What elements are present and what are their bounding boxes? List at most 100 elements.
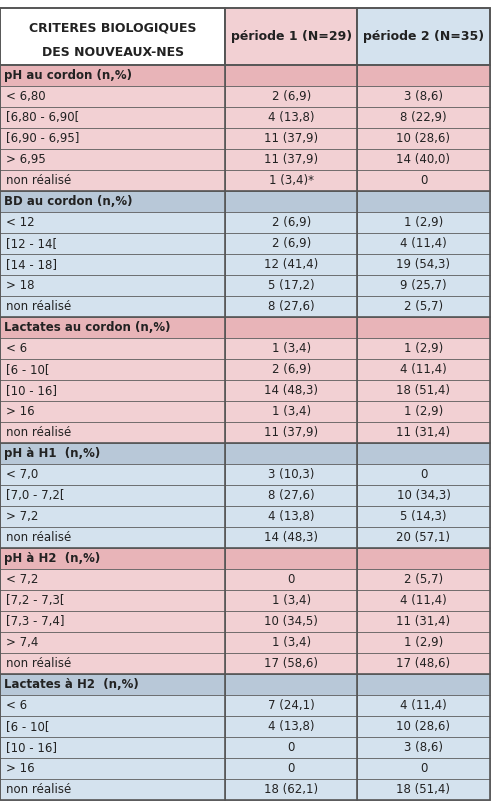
Text: 2 (6,9): 2 (6,9) bbox=[271, 363, 311, 376]
Bar bbox=[0, 653, 225, 674]
Text: pH au cordon (n,%): pH au cordon (n,%) bbox=[4, 69, 132, 82]
Bar bbox=[358, 380, 490, 401]
Bar bbox=[225, 506, 358, 527]
Bar bbox=[358, 548, 490, 569]
Bar bbox=[225, 191, 358, 212]
Bar bbox=[358, 65, 490, 86]
Bar bbox=[225, 107, 358, 128]
Bar bbox=[358, 128, 490, 149]
Bar bbox=[0, 758, 225, 779]
Bar bbox=[225, 317, 358, 338]
Bar bbox=[225, 653, 358, 674]
Text: 4 (11,4): 4 (11,4) bbox=[400, 699, 447, 712]
Text: [6 - 10[: [6 - 10[ bbox=[6, 720, 49, 733]
Text: > 6,95: > 6,95 bbox=[6, 153, 46, 166]
Bar bbox=[0, 401, 225, 422]
Text: 5 (17,2): 5 (17,2) bbox=[268, 279, 315, 292]
Bar bbox=[0, 338, 225, 359]
Text: 1 (2,9): 1 (2,9) bbox=[404, 216, 443, 229]
Bar bbox=[358, 8, 490, 65]
Bar bbox=[0, 275, 225, 296]
Bar bbox=[358, 632, 490, 653]
Text: 2 (6,9): 2 (6,9) bbox=[271, 90, 311, 103]
Bar bbox=[225, 86, 358, 107]
Text: < 12: < 12 bbox=[6, 216, 34, 229]
Text: > 18: > 18 bbox=[6, 279, 34, 292]
Bar bbox=[358, 779, 490, 800]
Bar bbox=[358, 170, 490, 191]
Bar bbox=[225, 443, 358, 464]
Text: [12 - 14[: [12 - 14[ bbox=[6, 237, 57, 250]
Bar bbox=[225, 590, 358, 611]
Bar bbox=[0, 8, 225, 65]
Text: 4 (13,8): 4 (13,8) bbox=[268, 510, 315, 523]
Text: 9 (25,7): 9 (25,7) bbox=[400, 279, 447, 292]
Text: [7,2 - 7,3[: [7,2 - 7,3[ bbox=[6, 594, 64, 607]
Bar bbox=[0, 611, 225, 632]
Text: période 1 (N=29): période 1 (N=29) bbox=[231, 30, 352, 43]
Bar bbox=[358, 590, 490, 611]
Text: 1 (3,4): 1 (3,4) bbox=[272, 636, 311, 649]
Text: 14 (48,3): 14 (48,3) bbox=[264, 384, 318, 397]
Bar bbox=[0, 737, 225, 758]
Text: CRITERES BIOLOGIQUES: CRITERES BIOLOGIQUES bbox=[29, 22, 196, 35]
Bar bbox=[225, 758, 358, 779]
Bar bbox=[0, 464, 225, 485]
Bar bbox=[0, 485, 225, 506]
Bar bbox=[358, 401, 490, 422]
Text: non réalisé: non réalisé bbox=[6, 174, 71, 187]
Bar bbox=[225, 338, 358, 359]
Bar bbox=[358, 317, 490, 338]
Bar bbox=[0, 716, 225, 737]
Text: 4 (13,8): 4 (13,8) bbox=[268, 720, 315, 733]
Bar bbox=[358, 422, 490, 443]
Bar bbox=[225, 254, 358, 275]
Bar bbox=[225, 548, 358, 569]
Text: [7,3 - 7,4]: [7,3 - 7,4] bbox=[6, 615, 64, 628]
Bar bbox=[358, 569, 490, 590]
Text: [6 - 10[: [6 - 10[ bbox=[6, 363, 49, 376]
Bar bbox=[0, 590, 225, 611]
Text: 1 (3,4)*: 1 (3,4)* bbox=[269, 174, 314, 187]
Text: < 6,80: < 6,80 bbox=[6, 90, 45, 103]
Text: 0: 0 bbox=[287, 573, 295, 586]
Text: 10 (34,3): 10 (34,3) bbox=[396, 489, 450, 502]
Text: 0: 0 bbox=[420, 174, 427, 187]
Bar bbox=[358, 338, 490, 359]
Bar bbox=[225, 401, 358, 422]
Bar bbox=[358, 716, 490, 737]
Bar bbox=[358, 506, 490, 527]
Bar bbox=[225, 149, 358, 170]
Text: 1 (3,4): 1 (3,4) bbox=[272, 342, 311, 355]
Text: 11 (37,9): 11 (37,9) bbox=[264, 153, 318, 166]
Text: 18 (51,4): 18 (51,4) bbox=[396, 384, 451, 397]
Text: non réalisé: non réalisé bbox=[6, 300, 71, 313]
Text: 2 (5,7): 2 (5,7) bbox=[404, 573, 443, 586]
Text: 7 (24,1): 7 (24,1) bbox=[268, 699, 315, 712]
Bar bbox=[225, 65, 358, 86]
Text: 18 (51,4): 18 (51,4) bbox=[396, 783, 451, 796]
Text: 3 (8,6): 3 (8,6) bbox=[404, 741, 443, 754]
Bar bbox=[358, 296, 490, 317]
Bar bbox=[358, 149, 490, 170]
Text: Lactates au cordon (n,%): Lactates au cordon (n,%) bbox=[4, 321, 170, 334]
Text: 11 (31,4): 11 (31,4) bbox=[396, 426, 451, 439]
Text: 4 (13,8): 4 (13,8) bbox=[268, 111, 315, 124]
Bar bbox=[225, 716, 358, 737]
Text: 0: 0 bbox=[420, 762, 427, 775]
Bar bbox=[358, 86, 490, 107]
Bar bbox=[0, 632, 225, 653]
Bar bbox=[358, 653, 490, 674]
Text: 4 (11,4): 4 (11,4) bbox=[400, 363, 447, 376]
Bar bbox=[225, 422, 358, 443]
Text: 10 (34,5): 10 (34,5) bbox=[264, 615, 318, 628]
Text: période 2 (N=35): période 2 (N=35) bbox=[363, 30, 484, 43]
Text: non réalisé: non réalisé bbox=[6, 783, 71, 796]
Bar bbox=[225, 170, 358, 191]
Bar bbox=[225, 674, 358, 695]
Text: BD au cordon (n,%): BD au cordon (n,%) bbox=[4, 195, 132, 208]
Text: non réalisé: non réalisé bbox=[6, 426, 71, 439]
Bar bbox=[225, 359, 358, 380]
Text: DES NOUVEAUX-NES: DES NOUVEAUX-NES bbox=[41, 46, 184, 59]
Text: 8 (27,6): 8 (27,6) bbox=[268, 300, 315, 313]
